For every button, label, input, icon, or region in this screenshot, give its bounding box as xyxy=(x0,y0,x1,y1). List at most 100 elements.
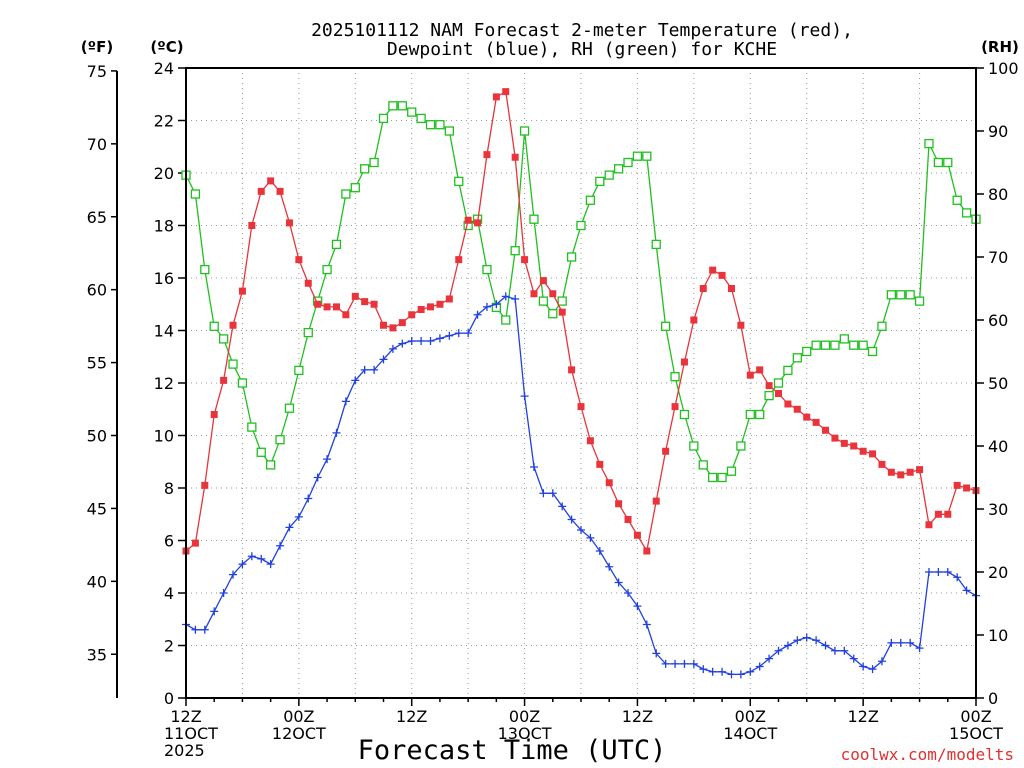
temperature-point xyxy=(474,219,482,227)
dewpoint-point xyxy=(388,344,397,353)
dewpoint-point xyxy=(417,337,426,345)
x-tick-label: 00Z xyxy=(735,707,766,726)
dewpoint-point xyxy=(229,570,238,579)
dewpoint-point xyxy=(482,302,491,311)
fahrenheit-tick-label: 55 xyxy=(87,354,107,373)
dewpoint-point xyxy=(247,552,256,561)
dewpoint-point xyxy=(661,659,670,668)
dewpoint-point xyxy=(830,646,839,655)
rh-point xyxy=(444,126,454,136)
celsius-tick-label: 18 xyxy=(154,217,174,236)
rh-point xyxy=(209,321,219,331)
temperature-point xyxy=(680,358,688,366)
rh-point xyxy=(867,346,878,357)
dewpoint-point xyxy=(548,489,557,498)
temperature-point xyxy=(380,321,387,329)
temperature-point xyxy=(793,405,801,413)
dewpoint-point xyxy=(755,662,764,671)
rh-tick-label: 70 xyxy=(988,248,1008,267)
rh-point xyxy=(858,340,868,350)
fahrenheit-tick-label: 50 xyxy=(87,427,107,446)
temperature-point xyxy=(840,439,848,447)
temperature-point xyxy=(671,403,679,411)
temperature-point xyxy=(408,311,416,319)
rh-point xyxy=(773,378,784,388)
x-tick-label: 14OCT xyxy=(723,724,777,743)
rh-point xyxy=(651,239,661,250)
dewpoint-point xyxy=(595,547,604,555)
rh-point xyxy=(416,113,426,124)
dewpoint-point xyxy=(887,638,896,647)
temperature-point xyxy=(285,219,293,227)
rh-point xyxy=(613,164,624,174)
rh-tick-label: 30 xyxy=(988,500,1008,519)
temperature-point xyxy=(257,187,265,195)
dewpoint-point xyxy=(765,654,774,663)
temperature-point xyxy=(248,222,256,229)
rh-point xyxy=(369,157,379,168)
rh-point xyxy=(708,472,718,483)
dewpoint-point xyxy=(511,295,520,303)
dewpoint-point xyxy=(718,667,727,676)
rh-point xyxy=(585,195,596,205)
temperature-point xyxy=(427,303,435,311)
temperature-point xyxy=(210,411,218,418)
rh-axis: 0 10 20 30 40 50 60 70 80 90 100 xyxy=(976,59,1019,708)
rh-point xyxy=(736,441,746,451)
temperature-point xyxy=(897,471,905,479)
rh-tick-label: 100 xyxy=(988,59,1019,78)
rh-point xyxy=(228,359,238,369)
rh-point xyxy=(265,460,276,470)
temperature-point xyxy=(934,510,942,518)
rh-point xyxy=(905,290,915,300)
dewpoint-point xyxy=(529,463,538,471)
dewpoint-point xyxy=(708,667,717,676)
rh-point xyxy=(933,157,944,168)
rh-point xyxy=(830,340,840,350)
temperature-point xyxy=(727,285,735,292)
temperature-point xyxy=(549,290,557,298)
temperature-point xyxy=(944,510,952,518)
rh-point xyxy=(745,409,755,420)
temperature-point xyxy=(690,316,698,324)
x-tick-label: 12Z xyxy=(622,707,653,726)
dewpoint-point xyxy=(953,573,962,582)
dewpoint-point xyxy=(266,560,275,569)
dewpoint-point xyxy=(558,502,567,511)
dewpoint-point xyxy=(689,659,698,668)
fahrenheit-unit-label: (ºF) xyxy=(81,38,113,56)
rh-point xyxy=(802,346,812,357)
dewpoint-point xyxy=(200,625,209,634)
rh-point xyxy=(849,340,859,350)
dewpoint-point xyxy=(699,665,708,674)
temperature-point xyxy=(464,216,472,224)
temperature-point xyxy=(295,256,303,264)
rh-point xyxy=(679,409,690,420)
temperature-point xyxy=(775,390,782,397)
plot-frame xyxy=(185,67,977,699)
rh-point xyxy=(726,466,737,476)
temperature-point xyxy=(850,442,858,450)
watermark: coolwx.com/modelts xyxy=(841,745,1014,764)
x-tick-label: 12Z xyxy=(396,707,427,726)
x-tick-label: 15OCT xyxy=(949,724,1003,743)
temperature-point xyxy=(361,298,369,306)
rh-point xyxy=(886,290,897,300)
temperature-line xyxy=(185,90,977,553)
dewpoint-point xyxy=(473,310,482,319)
temperature-point xyxy=(436,300,444,308)
rh-point xyxy=(548,309,558,319)
celsius-tick-label: 10 xyxy=(154,427,174,446)
grid-lines xyxy=(186,68,976,698)
x-tick-label: 2025 xyxy=(164,741,205,760)
fahrenheit-tick-label: 70 xyxy=(87,135,107,154)
temperature-series xyxy=(182,88,980,555)
dewpoint-point xyxy=(445,331,454,340)
rh-point xyxy=(943,157,953,168)
rh-tick-label: 40 xyxy=(988,437,1008,456)
fahrenheit-tick-label: 60 xyxy=(87,281,107,300)
rh-tick-label: 80 xyxy=(988,185,1008,204)
